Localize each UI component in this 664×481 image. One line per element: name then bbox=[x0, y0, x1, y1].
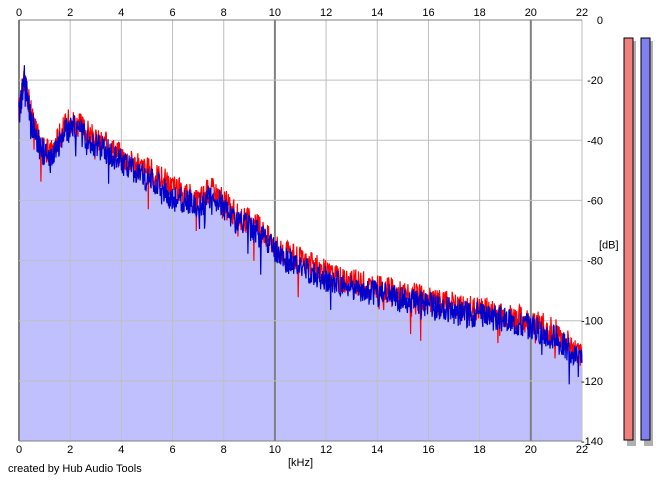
x-tick-label-top: 18 bbox=[474, 7, 486, 19]
x-tick-label-top: 0 bbox=[16, 7, 22, 19]
y-tick-label: -120 bbox=[581, 376, 603, 388]
y-tick-label: -20 bbox=[587, 75, 603, 87]
x-tick-label-top: 16 bbox=[422, 7, 434, 19]
y-tick-label: -140 bbox=[581, 436, 603, 448]
x-tick-label-bottom: 8 bbox=[221, 444, 227, 456]
x-tick-label-top: 10 bbox=[269, 7, 281, 19]
y-tick-label: -80 bbox=[587, 256, 603, 268]
credit-label: created by Hub Audio Tools bbox=[8, 463, 142, 475]
x-tick-label-top: 22 bbox=[576, 7, 588, 19]
y-axis-label: [dB] bbox=[599, 240, 619, 252]
x-tick-label-top: 12 bbox=[320, 7, 332, 19]
x-tick-label-bottom: 10 bbox=[269, 444, 281, 456]
x-tick-label-top: 20 bbox=[525, 7, 537, 19]
y-tick-label: -60 bbox=[587, 195, 603, 207]
x-tick-label-bottom: 14 bbox=[371, 444, 383, 456]
x-tick-label-top: 14 bbox=[371, 7, 383, 19]
level-meter-left bbox=[623, 37, 634, 441]
x-tick-label-bottom: 22 bbox=[576, 444, 588, 456]
x-tick-label-bottom: 2 bbox=[67, 444, 73, 456]
x-axis-label: [kHz] bbox=[288, 457, 313, 469]
x-tick-label-bottom: 0 bbox=[16, 444, 22, 456]
x-tick-label-bottom: 16 bbox=[422, 444, 434, 456]
x-tick-label-top: 8 bbox=[221, 7, 227, 19]
level-meter-right bbox=[640, 37, 651, 441]
x-tick-label-top: 6 bbox=[169, 7, 175, 19]
x-tick-label-bottom: 12 bbox=[320, 444, 332, 456]
series-line-right bbox=[18, 65, 583, 385]
x-tick-label-top: 2 bbox=[67, 7, 73, 19]
y-tick-label: -40 bbox=[587, 135, 603, 147]
y-tick-label: -100 bbox=[581, 316, 603, 328]
y-tick-label: 0 bbox=[597, 15, 603, 27]
x-tick-label-bottom: 18 bbox=[474, 444, 486, 456]
x-tick-label-bottom: 20 bbox=[525, 444, 537, 456]
x-tick-label-bottom: 6 bbox=[169, 444, 175, 456]
x-tick-label-bottom: 4 bbox=[118, 444, 124, 456]
x-tick-label-top: 4 bbox=[118, 7, 124, 19]
